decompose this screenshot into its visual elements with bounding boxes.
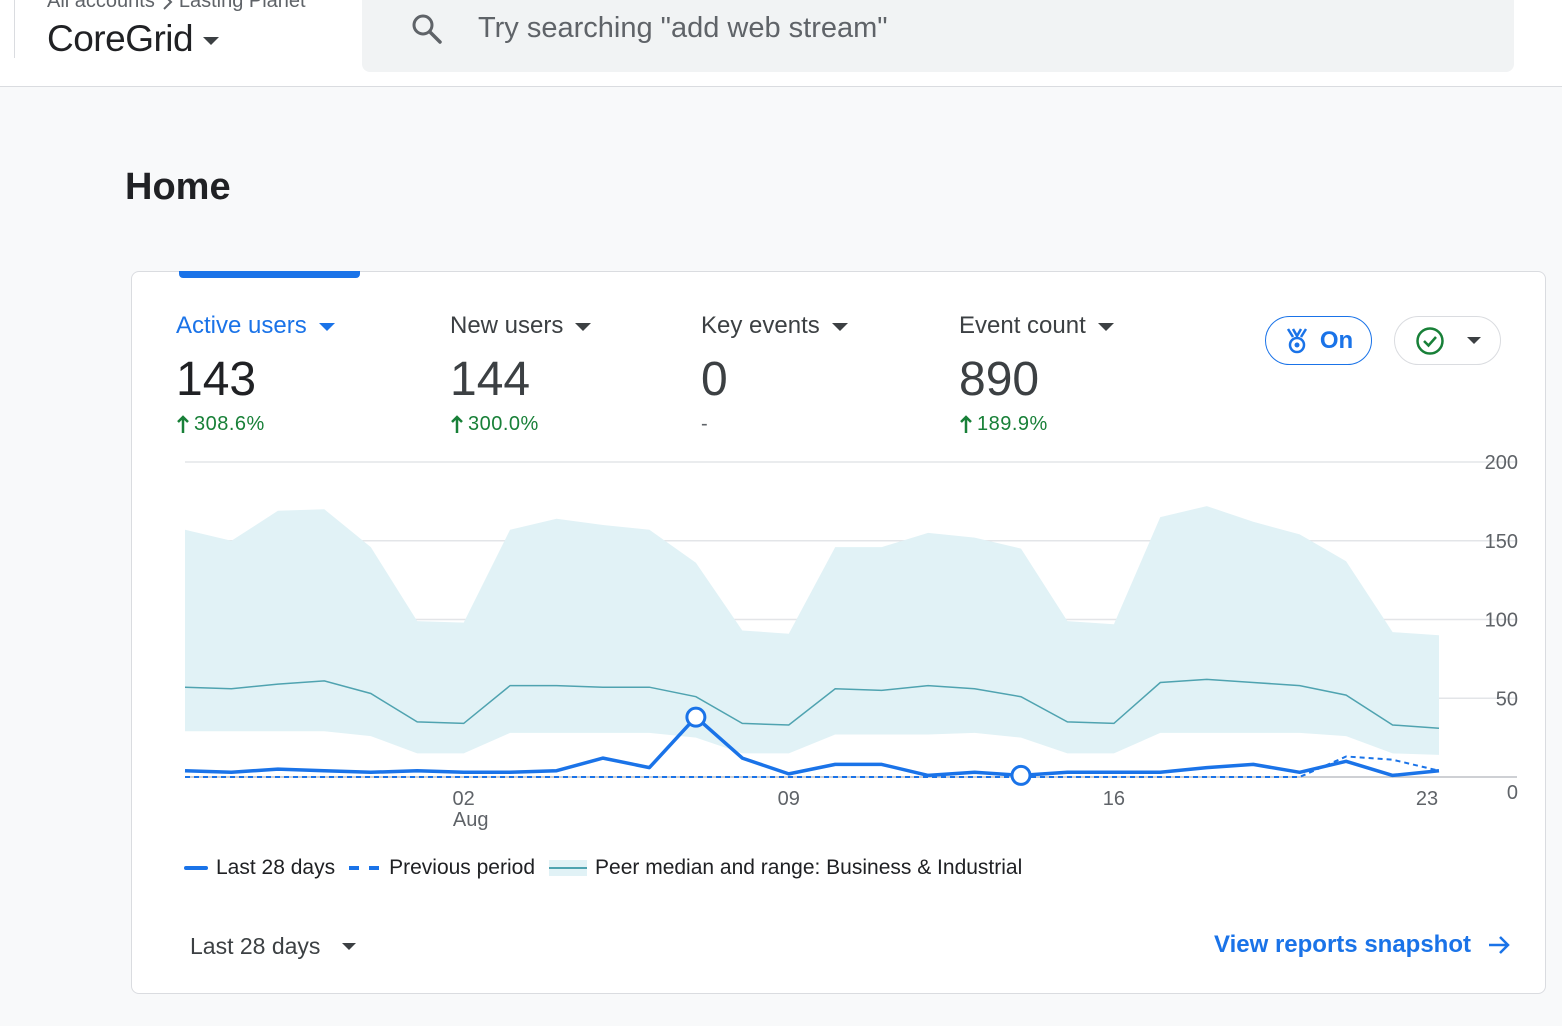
y-tick-label: 200 (1485, 452, 1518, 474)
view-reports-snapshot-link[interactable]: View reports snapshot (1214, 931, 1511, 959)
metric-change: 189.9% (959, 413, 1114, 436)
x-tick-label: 02 (453, 788, 475, 810)
y-axis-ticks: 200 150 100 50 0 (1485, 452, 1518, 804)
overview-card: Active users 143 308.6% New users 144 30… (131, 271, 1546, 994)
breadcrumb-root[interactable]: All accounts (47, 0, 155, 12)
peer-range-band (185, 506, 1439, 755)
caret-down-icon (1466, 337, 1481, 344)
divider (14, 0, 15, 58)
arrow-up-icon (177, 414, 189, 433)
data-point-marker[interactable] (685, 706, 707, 728)
metric-value: 890 (959, 353, 1040, 406)
metric-label[interactable]: Event count (959, 312, 1114, 340)
data-point-marker[interactable] (1010, 764, 1032, 786)
legend-swatch (549, 860, 588, 876)
previous-period-line (185, 755, 1440, 778)
metric-active-users[interactable]: Active users 143 308.6% (176, 312, 335, 436)
search-icon (412, 14, 442, 44)
metric-change: - (701, 413, 709, 435)
x-tick-label: 09 (778, 788, 800, 810)
y-tick-label: 0 (1507, 782, 1518, 804)
breadcrumb-account[interactable]: Lasting Planet (178, 0, 306, 12)
caret-down-icon (203, 37, 220, 45)
arrow-up-icon (451, 414, 463, 433)
peer-median-line (184, 678, 1440, 729)
x-tick-label: 23 (1416, 788, 1438, 810)
status-menu-button[interactable] (1394, 316, 1501, 365)
breadcrumb[interactable]: All accounts Lasting Planet (47, 0, 306, 13)
benchmark-toggle-label: On (1319, 326, 1354, 354)
metric-change: 308.6% (176, 413, 335, 436)
legend-item-previous: Previous period (349, 856, 535, 880)
x-tick-sublabel: Aug (453, 809, 489, 831)
metric-value: 0 (701, 353, 728, 406)
arrow-right-icon (1489, 936, 1510, 954)
date-range-selector[interactable]: Last 28 days (190, 933, 357, 960)
check-circle-icon (1415, 326, 1444, 355)
metric-key-events[interactable]: Key events 0 - (701, 312, 848, 436)
metric-label[interactable]: Key events (701, 312, 848, 340)
arrow-up-icon (960, 414, 972, 433)
search-placeholder: Try searching "add web stream" (478, 12, 888, 44)
active-metric-indicator (179, 271, 360, 278)
chart-legend: Last 28 days Previous period Peer median… (184, 856, 1036, 880)
last-28-days-line (184, 715, 1440, 778)
metric-new-users[interactable]: New users 144 300.0% (450, 312, 592, 436)
metric-value: 144 (450, 353, 531, 406)
chevron-right-icon (163, 0, 173, 10)
caret-down-icon (318, 323, 335, 331)
metric-label[interactable]: Active users (176, 312, 335, 340)
property-name: CoreGrid (47, 18, 194, 59)
legend-swatch (349, 866, 382, 870)
metric-label[interactable]: New users (450, 312, 592, 340)
chart-markers (685, 706, 1032, 786)
y-tick-label: 150 (1485, 531, 1518, 553)
caret-down-icon (1097, 323, 1114, 331)
legend-item-current: Last 28 days (184, 856, 335, 880)
benchmark-toggle-button[interactable]: On (1265, 316, 1372, 365)
metric-event-count[interactable]: Event count 890 189.9% (959, 312, 1114, 436)
caret-down-icon (575, 323, 592, 331)
caret-down-icon (831, 323, 848, 331)
property-selector[interactable]: CoreGrid (47, 18, 220, 60)
metric-value: 143 (176, 353, 257, 406)
x-tick-label: 16 (1103, 788, 1125, 810)
medal-icon (1286, 327, 1307, 353)
metric-change: 300.0% (450, 413, 591, 436)
page-title: Home (125, 166, 231, 208)
legend-item-peer: Peer median and range: Business & Indust… (549, 856, 1022, 880)
y-tick-label: 100 (1485, 610, 1518, 632)
search-bar[interactable]: Try searching "add web stream" (362, 0, 1514, 72)
y-tick-label: 50 (1496, 688, 1518, 710)
top-bar: All accounts Lasting Planet CoreGrid Try… (0, 0, 1562, 87)
caret-down-icon (342, 943, 357, 950)
legend-swatch (184, 866, 208, 870)
